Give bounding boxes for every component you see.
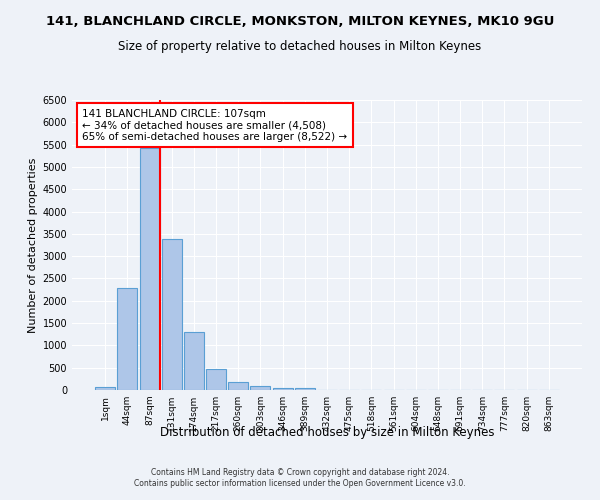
Bar <box>295 388 315 390</box>
Text: Size of property relative to detached houses in Milton Keynes: Size of property relative to detached ho… <box>118 40 482 53</box>
Bar <box>206 368 226 390</box>
Bar <box>184 332 204 390</box>
Text: Distribution of detached houses by size in Milton Keynes: Distribution of detached houses by size … <box>160 426 494 439</box>
Bar <box>228 382 248 390</box>
Bar <box>250 386 271 390</box>
Bar <box>272 388 293 390</box>
Y-axis label: Number of detached properties: Number of detached properties <box>28 158 38 332</box>
Text: 141 BLANCHLAND CIRCLE: 107sqm
← 34% of detached houses are smaller (4,508)
65% o: 141 BLANCHLAND CIRCLE: 107sqm ← 34% of d… <box>82 108 347 142</box>
Text: Contains HM Land Registry data © Crown copyright and database right 2024.
Contai: Contains HM Land Registry data © Crown c… <box>134 468 466 487</box>
Bar <box>140 148 160 390</box>
Text: 141, BLANCHLAND CIRCLE, MONKSTON, MILTON KEYNES, MK10 9GU: 141, BLANCHLAND CIRCLE, MONKSTON, MILTON… <box>46 15 554 28</box>
Bar <box>118 288 137 390</box>
Bar <box>95 386 115 390</box>
Bar <box>162 239 182 390</box>
